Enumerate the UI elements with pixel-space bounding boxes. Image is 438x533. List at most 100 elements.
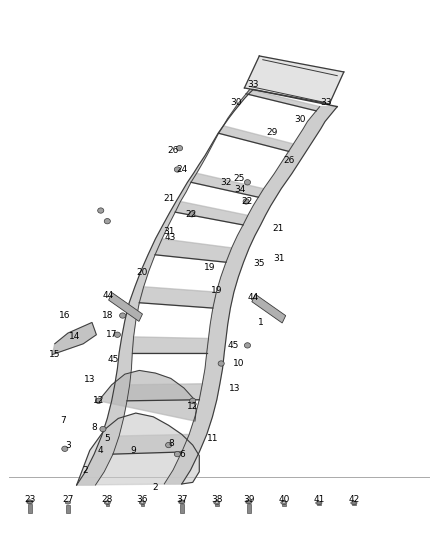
Text: 8: 8 — [168, 439, 174, 448]
Polygon shape — [155, 239, 232, 262]
Text: 24: 24 — [176, 165, 187, 174]
Text: 39: 39 — [243, 496, 254, 504]
Ellipse shape — [317, 502, 321, 504]
Bar — [282, 504, 286, 506]
Ellipse shape — [177, 146, 183, 151]
Text: 17: 17 — [106, 330, 117, 339]
Polygon shape — [219, 126, 293, 151]
Text: 27: 27 — [62, 496, 74, 504]
Ellipse shape — [316, 502, 322, 505]
Ellipse shape — [104, 219, 110, 224]
Text: 10: 10 — [233, 359, 244, 368]
Text: 19: 19 — [211, 286, 223, 295]
Ellipse shape — [174, 451, 180, 457]
Text: 22: 22 — [185, 210, 196, 219]
Text: 3: 3 — [65, 441, 71, 449]
Text: 21: 21 — [163, 194, 174, 203]
Text: 19: 19 — [204, 263, 215, 272]
Ellipse shape — [189, 212, 195, 217]
Ellipse shape — [106, 502, 109, 504]
Text: 23: 23 — [24, 496, 35, 504]
Ellipse shape — [244, 343, 251, 348]
Bar — [317, 504, 321, 505]
Ellipse shape — [218, 361, 224, 366]
Text: 20: 20 — [137, 269, 148, 277]
Text: 38: 38 — [211, 496, 223, 504]
Polygon shape — [246, 500, 251, 504]
Bar — [28, 504, 32, 513]
Bar — [106, 504, 109, 506]
Ellipse shape — [214, 501, 220, 504]
Text: 22: 22 — [242, 197, 253, 206]
Bar — [180, 504, 184, 513]
Text: 41: 41 — [313, 496, 325, 504]
Ellipse shape — [62, 446, 68, 451]
Polygon shape — [164, 107, 337, 484]
Text: 1: 1 — [258, 318, 264, 327]
Text: 29: 29 — [267, 128, 278, 136]
Text: 28: 28 — [102, 496, 113, 504]
Text: 30: 30 — [294, 116, 306, 124]
Text: 33: 33 — [321, 98, 332, 107]
Text: 9: 9 — [131, 446, 137, 455]
Polygon shape — [27, 500, 32, 504]
Polygon shape — [244, 56, 344, 104]
Ellipse shape — [190, 398, 196, 403]
Bar — [109, 293, 142, 321]
Text: 33: 33 — [247, 80, 259, 88]
Polygon shape — [77, 413, 199, 485]
Text: 15: 15 — [49, 350, 60, 359]
Ellipse shape — [139, 501, 145, 504]
Ellipse shape — [114, 332, 120, 337]
Text: 45: 45 — [107, 356, 119, 364]
Text: 16: 16 — [59, 311, 71, 320]
Ellipse shape — [215, 502, 218, 504]
Ellipse shape — [98, 208, 104, 213]
Text: 11: 11 — [207, 434, 218, 442]
Text: 36: 36 — [137, 496, 148, 504]
Ellipse shape — [95, 398, 102, 403]
Text: 44: 44 — [247, 293, 259, 302]
Text: 8: 8 — [91, 423, 97, 432]
Text: 30: 30 — [230, 98, 241, 107]
Text: 2: 2 — [83, 466, 88, 474]
Ellipse shape — [281, 501, 287, 504]
Ellipse shape — [243, 199, 249, 204]
Ellipse shape — [120, 313, 126, 318]
Text: 2: 2 — [153, 483, 158, 492]
Text: 25: 25 — [233, 174, 244, 183]
Text: 5: 5 — [104, 434, 110, 442]
Text: 13: 13 — [84, 375, 95, 384]
Ellipse shape — [65, 501, 71, 504]
Bar — [247, 504, 251, 513]
Polygon shape — [99, 370, 196, 421]
Ellipse shape — [352, 502, 356, 504]
Polygon shape — [246, 90, 320, 111]
Polygon shape — [191, 173, 264, 197]
Ellipse shape — [104, 501, 110, 504]
Bar — [66, 505, 70, 513]
Text: 31: 31 — [274, 254, 285, 263]
Polygon shape — [179, 500, 184, 504]
Bar — [352, 504, 356, 505]
Bar — [141, 504, 144, 506]
Text: 7: 7 — [60, 416, 67, 424]
Text: 42: 42 — [348, 496, 360, 504]
Text: 21: 21 — [272, 224, 284, 232]
Ellipse shape — [174, 167, 180, 172]
Polygon shape — [139, 287, 216, 308]
Polygon shape — [77, 90, 253, 485]
Ellipse shape — [141, 502, 144, 504]
Text: 18: 18 — [102, 311, 113, 320]
Polygon shape — [132, 337, 208, 353]
Text: 26: 26 — [167, 146, 179, 155]
Text: 37: 37 — [176, 496, 187, 504]
Text: 13: 13 — [229, 384, 240, 392]
Text: 14: 14 — [69, 333, 80, 341]
Text: 40: 40 — [278, 496, 290, 504]
Text: 45: 45 — [227, 341, 239, 350]
Text: 43: 43 — [164, 233, 176, 241]
Polygon shape — [127, 384, 202, 401]
Text: 35: 35 — [254, 260, 265, 268]
Bar — [252, 294, 286, 323]
